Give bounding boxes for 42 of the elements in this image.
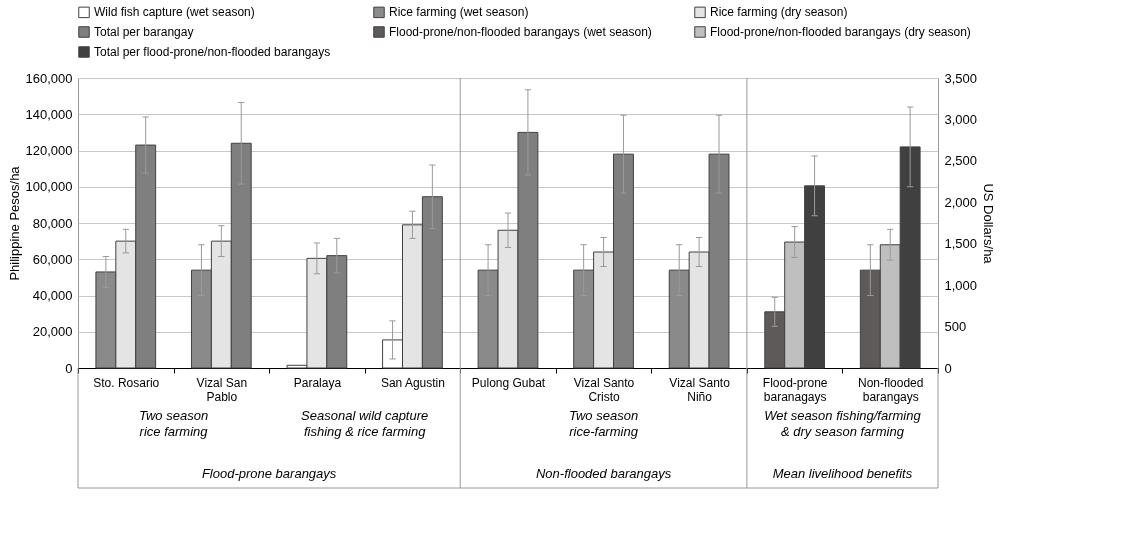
text: Seasonal wild capture fishing & rice farming xyxy=(301,408,429,439)
legend-label: Rice farming (dry season) xyxy=(710,5,848,20)
y2-tick-label: 2,000 xyxy=(944,194,978,210)
y-axis-title: Philippine Pesos/ha xyxy=(6,165,22,281)
y-tick-label: 60,000 xyxy=(32,251,73,267)
x-tick-label: Flood-prone baranagays xyxy=(762,375,828,404)
y2-tick-label: 3,500 xyxy=(944,70,978,86)
legend-label: Total per barangay xyxy=(94,25,194,39)
y2-tick-label: 3,000 xyxy=(944,111,978,127)
text: Two season rice farming xyxy=(138,408,209,439)
y2-axis-title: US Dollars/ha xyxy=(981,183,997,265)
y-tick-label: 120,000 xyxy=(25,143,73,158)
y2-tick-label: 1,500 xyxy=(944,236,978,252)
y-tick-label: 100,000 xyxy=(25,179,73,195)
y2-tick-label: 500 xyxy=(944,319,967,335)
y2-tick-label: 0 xyxy=(944,360,952,376)
x-tick-label: Non-flooded barangays xyxy=(858,375,924,404)
y2-tick-label: 1,000 xyxy=(944,277,978,293)
y-tick-label: 80,000 xyxy=(32,215,73,231)
x-tick-label: Vizal San Pablo xyxy=(196,375,248,404)
legend-label: Wild fish capture (wet season) xyxy=(94,5,255,20)
y2-tick-label: 2,500 xyxy=(944,153,978,169)
x-tick-label: Sto. Rosario xyxy=(93,375,160,390)
text: Flood-prone barangays xyxy=(201,466,337,481)
text: Two season rice-farming xyxy=(568,408,639,439)
x-tick-label: San Agustin xyxy=(380,375,445,390)
legend-label: Flood-prone/non-flooded barangays (wet season) xyxy=(389,25,652,39)
x-tick-label: Vizal Santo Niño xyxy=(669,375,731,404)
legend-label: Total per flood-prone/non-flooded barangays xyxy=(94,45,331,59)
legend-label: Flood-prone/non-flooded barangays (dry season) xyxy=(710,25,971,39)
x-tick-label: Pulong Gubat xyxy=(471,375,546,390)
y-tick-label: 0 xyxy=(65,360,73,376)
y-tick-label: 40,000 xyxy=(32,288,73,303)
y-tick-label: 140,000 xyxy=(25,106,73,122)
x-tick-label: Paralaya xyxy=(293,375,342,390)
y-tick-label: 160,000 xyxy=(25,70,73,86)
text: Wet season fishing/farming & dry season farming xyxy=(764,408,922,439)
x-tick-label: Vizal Santo Cristo xyxy=(573,375,635,404)
y-tick-label: 20,000 xyxy=(32,324,73,340)
text: Non-flooded barangays xyxy=(535,466,672,481)
legend-label: Rice farming (wet season) xyxy=(389,5,529,20)
text: Mean livelihood benefits xyxy=(772,466,913,481)
